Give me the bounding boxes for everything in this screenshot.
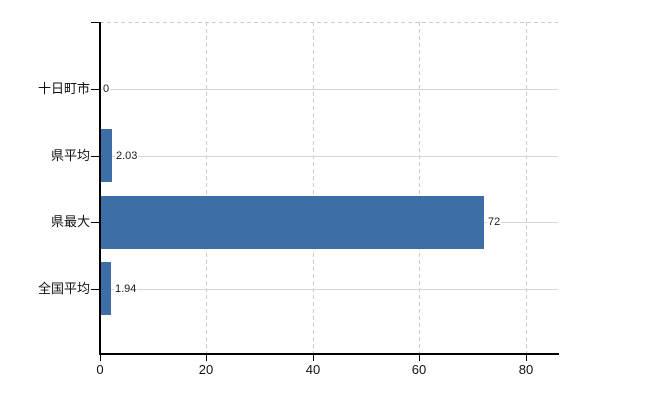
bar-value-label: 1.94 — [114, 282, 138, 296]
y-axis-tick — [91, 156, 99, 157]
y-axis-tick — [91, 222, 99, 223]
vertical-gridline — [205, 22, 207, 354]
bar — [101, 262, 111, 315]
category-gridline — [100, 89, 558, 90]
x-axis-tick-label: 20 — [198, 362, 214, 377]
vertical-gridline — [418, 22, 420, 354]
bar — [101, 196, 484, 249]
x-axis-tick — [419, 355, 420, 361]
category-label: 十日町市 — [37, 81, 90, 96]
category-label: 全国平均 — [37, 281, 90, 296]
x-axis-tick-label: 0 — [96, 362, 104, 377]
vertical-gridline — [525, 22, 527, 354]
vertical-gridline — [312, 22, 314, 354]
category-label: 県最大 — [50, 214, 90, 229]
y-axis-tick — [91, 89, 99, 90]
x-axis-tick-label: 80 — [518, 362, 534, 377]
category-gridline — [100, 156, 558, 157]
y-axis-line — [99, 22, 101, 355]
category-label: 県平均 — [50, 148, 90, 163]
x-axis-line — [99, 353, 559, 355]
category-gridline — [100, 289, 558, 290]
x-axis-tick — [100, 355, 101, 361]
x-axis-tick-label: 60 — [411, 362, 427, 377]
x-axis-tick-label: 40 — [305, 362, 321, 377]
plot-top-dashed-border — [100, 22, 558, 23]
y-axis-top-tick — [91, 22, 99, 23]
bar-value-label: 72 — [487, 215, 502, 229]
x-axis-tick — [313, 355, 314, 361]
bar — [101, 129, 112, 182]
y-axis-tick — [91, 289, 99, 290]
bar-value-label: 2.03 — [115, 149, 139, 163]
plot-area: 0 2.03 72 1.94 — [100, 22, 558, 354]
x-axis-tick — [206, 355, 207, 361]
bar-value-label: 0 — [102, 82, 111, 96]
x-axis-tick — [526, 355, 527, 361]
